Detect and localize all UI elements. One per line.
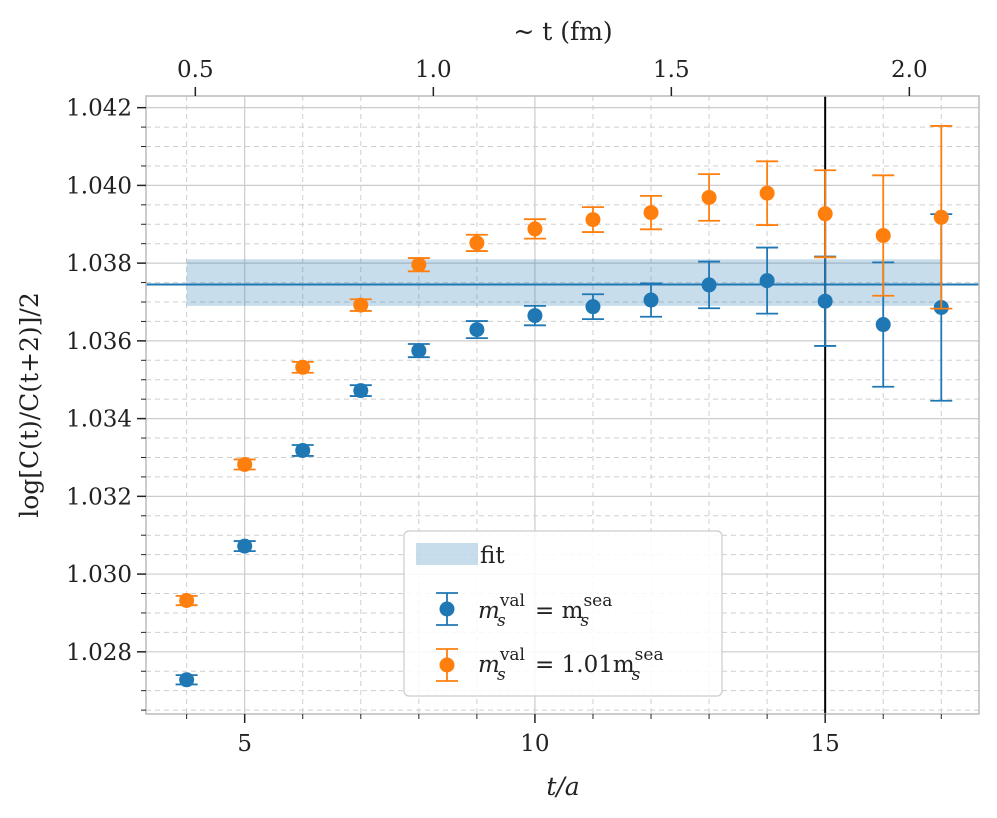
top-x-tick-label: 0.5 [177, 57, 214, 83]
legend-box [403, 530, 723, 697]
legend-series-2-marker [436, 648, 458, 682]
data-point [353, 383, 369, 399]
data-point [295, 359, 311, 375]
y-tick-label: 1.036 [66, 329, 132, 355]
data-point [411, 257, 427, 273]
x-tick-label: 10 [520, 731, 549, 757]
plot-frame [145, 95, 980, 715]
data-point [527, 308, 543, 324]
data-point [701, 277, 717, 293]
data-point [585, 299, 601, 315]
data-point [585, 212, 601, 228]
data-layer [175, 125, 953, 688]
data-point [759, 185, 775, 201]
legend-point [439, 657, 455, 673]
data-point [469, 322, 485, 338]
y-tick-label: 1.034 [66, 407, 132, 433]
y-tick-label: 1.038 [66, 251, 132, 277]
top-x-tick-label: 1.5 [653, 57, 690, 83]
x-tick-label: 5 [237, 731, 252, 757]
data-point [295, 442, 311, 458]
data-point [179, 672, 195, 688]
y-tick-label: 1.028 [66, 640, 132, 666]
legend-fit-label: fit [480, 543, 505, 569]
data-point [237, 538, 253, 554]
data-point [643, 292, 659, 308]
legend-point [439, 601, 455, 617]
y-tick-label: 1.040 [66, 173, 132, 199]
data-point [875, 317, 891, 333]
data-point [933, 209, 949, 225]
y-tick-label: 1.032 [66, 484, 132, 510]
axes: 5 10 15 1.028 1.030 1.032 1.034 1.036 1.038 1.040… [66, 57, 942, 757]
fit-band [186, 259, 942, 306]
top-x-axis-label: ~ t (fm) [513, 17, 612, 46]
x-axis-label: t/a [546, 772, 579, 801]
legend-series-2-label: mval s = 1.01msea s [478, 645, 664, 685]
top-x-tick-label: 1.0 [415, 57, 452, 83]
data-point [817, 206, 833, 222]
data-point [643, 205, 659, 221]
data-point [353, 297, 369, 313]
data-point [179, 593, 195, 609]
y-tick-label: 1.030 [66, 562, 132, 588]
data-point [817, 293, 833, 309]
legend-fit-swatch [416, 543, 478, 565]
data-point [701, 189, 717, 205]
data-point [411, 343, 427, 359]
legend-series-1-marker [436, 592, 458, 626]
data-point [469, 235, 485, 251]
data-point [527, 221, 543, 237]
x-tick-label: 15 [811, 731, 840, 757]
data-point [875, 228, 891, 244]
data-point [759, 273, 775, 289]
y-tick-label: 1.042 [66, 96, 132, 122]
legend: fit mval s = msea s mval s = 1.01msea s [403, 530, 723, 697]
fit-layer [146, 259, 979, 306]
series-2 [175, 125, 953, 609]
top-x-tick-label: 2.0 [891, 57, 928, 83]
legend-series-1-label: mval s = msea s [478, 591, 612, 631]
data-point [237, 456, 253, 472]
y-axis-label: log[C(t)/C(t+2)]/2 [15, 292, 44, 518]
